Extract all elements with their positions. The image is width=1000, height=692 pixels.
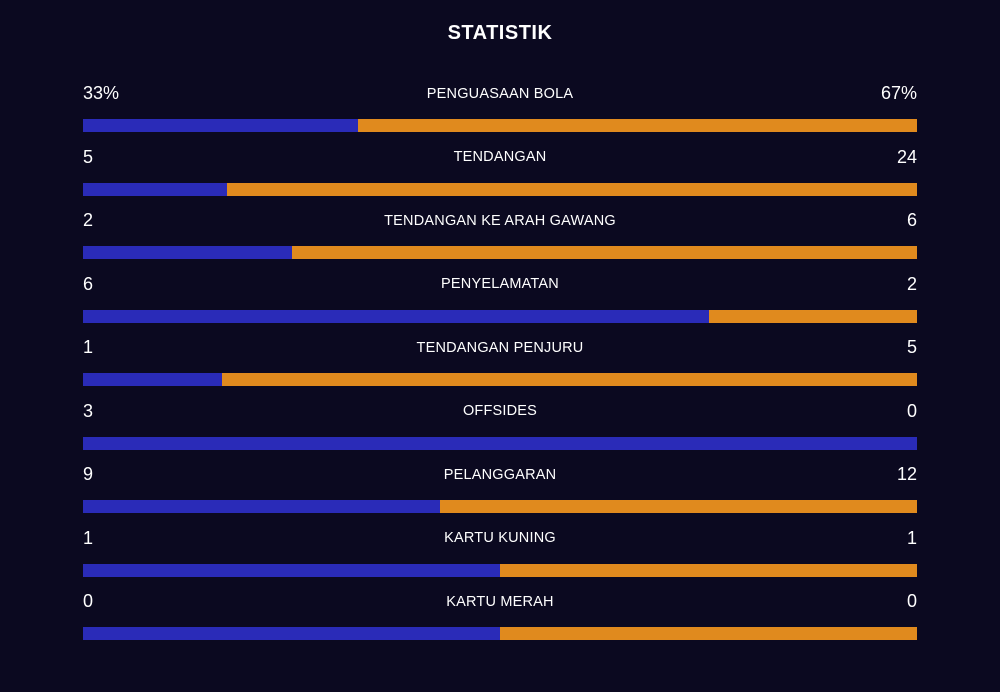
stat-header: 1 KARTU KUNING 1 [83,523,917,554]
away-bar-fill [500,563,917,577]
home-value: 9 [83,464,94,484]
home-bar-fill [83,373,222,386]
home-value: 1 [83,527,94,548]
stat-label: TENDANGAN PENJURU [416,339,584,356]
away-value: 6 [906,210,917,230]
home-value: 5 [83,146,94,167]
stat-header: 33% PENGUASAAN BOLA 67% [83,78,917,109]
comparison-bar [83,309,917,323]
stat-label: TENDANGAN [453,149,547,165]
stat-row-red-cards: 0 KARTU MERAH 0 [83,586,917,650]
home-value: 1 [83,337,94,357]
comparison-bar [83,563,917,577]
home-bar-fill [83,246,292,259]
away-bar-fill [358,119,917,132]
home-bar-fill [83,182,227,196]
stat-label: OFFSIDES [462,403,538,419]
home-value: 33% [83,83,120,103]
stat-header: 6 PENYELAMATAN 2 [83,269,917,300]
away-bar-fill [440,500,917,513]
stat-header: 0 KARTU MERAH 0 [83,586,917,617]
away-value: 5 [906,337,917,357]
stat-row-yellow-cards: 1 KARTU KUNING 1 [83,523,917,587]
comparison-bar [83,500,917,513]
stat-row-shots-on-target: 2 TENDANGAN KE ARAH GAWANG 6 [83,205,917,269]
stat-header: 1 TENDANGAN PENJURU 5 [83,332,917,363]
stats-list: 33% PENGUASAAN BOLA 67% 5 TENDANGAN 24 2… [83,78,917,650]
home-bar-fill [83,309,709,323]
home-bar-fill [83,500,441,513]
home-bar-fill [83,119,359,132]
away-value: 1 [906,527,917,548]
away-bar-fill [708,309,917,323]
stat-label: PELANGGARAN [443,466,557,483]
away-value: 0 [906,591,917,611]
stat-row-corners: 1 TENDANGAN PENJURU 5 [83,332,917,396]
comparison-bar [83,436,917,450]
stat-row-shots: 5 TENDANGAN 24 [83,142,917,206]
stat-header: 3 OFFSIDES 0 [83,396,917,427]
stat-label: PENYELAMATAN [441,276,559,292]
stat-label: TENDANGAN KE ARAH GAWANG [384,212,616,229]
home-bar-fill [83,627,500,640]
stat-row-fouls: 9 PELANGGARAN 12 [83,459,917,523]
away-value: 67% [880,83,917,103]
home-bar-fill [83,436,917,450]
away-value: 24 [896,146,917,167]
stat-row-possession: 33% PENGUASAAN BOLA 67% [83,78,917,142]
away-bar-fill [221,373,917,386]
stat-label: PENGUASAAN BOLA [426,85,574,102]
comparison-bar [83,373,917,386]
away-value: 0 [906,400,917,421]
comparison-bar [83,119,917,132]
home-bar-fill [83,563,500,577]
home-value: 2 [83,210,94,230]
away-value: 12 [896,464,917,484]
stat-header: 5 TENDANGAN 24 [83,142,917,173]
home-value: 0 [83,591,94,611]
comparison-bar [83,182,917,196]
stat-label: KARTU MERAH [446,593,554,610]
stat-label: KARTU KUNING [444,530,556,546]
stat-header: 2 TENDANGAN KE ARAH GAWANG 6 [83,205,917,236]
comparison-bar [83,627,917,640]
page-title: STATISTIK [447,22,553,44]
away-bar-fill [291,246,917,259]
home-value: 3 [83,400,94,421]
comparison-bar [83,246,917,259]
stat-header: 9 PELANGGARAN 12 [83,459,917,490]
stat-row-offsides: 3 OFFSIDES 0 [83,396,917,460]
home-value: 6 [83,273,94,294]
away-value: 2 [906,273,917,294]
away-bar-fill [500,627,917,640]
stat-row-saves: 6 PENYELAMATAN 2 [83,269,917,333]
away-bar-fill [226,182,917,196]
